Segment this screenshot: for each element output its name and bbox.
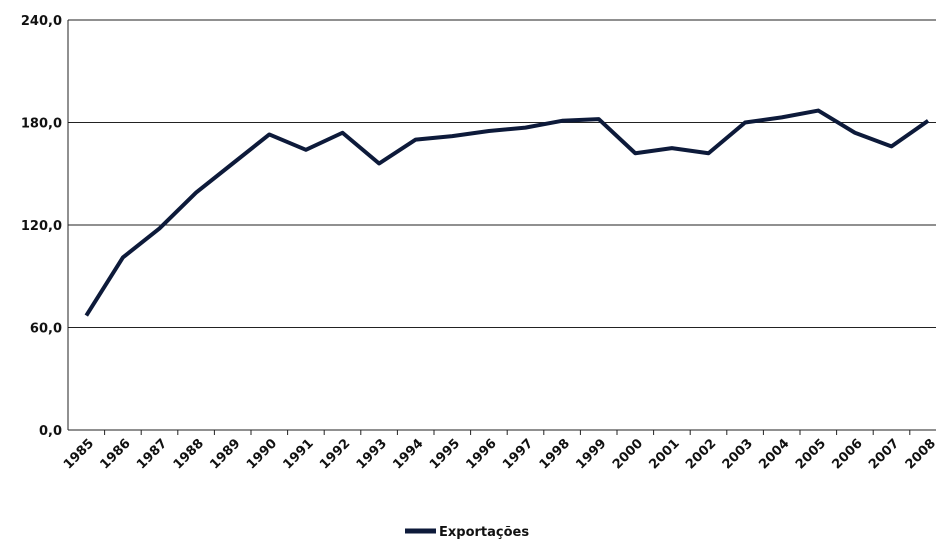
legend-label: Exportações <box>439 525 529 540</box>
x-tick-label: 1995 <box>427 436 463 472</box>
y-tick-label: 240,0 <box>21 14 62 29</box>
x-tick-label: 1992 <box>317 436 353 472</box>
x-tick-label: 1989 <box>207 436 243 472</box>
x-tick-label: 1990 <box>244 436 280 472</box>
x-tick-label: 1994 <box>390 436 426 472</box>
y-tick-label: 60,0 <box>30 322 62 337</box>
y-tick-label: 0,0 <box>39 424 62 439</box>
x-tick-label: 1986 <box>98 436 134 472</box>
x-tick-label: 2008 <box>903 436 936 472</box>
y-tick-label: 120,0 <box>21 219 62 234</box>
y-tick-label: 180,0 <box>21 117 62 132</box>
x-tick-label: 1991 <box>281 436 317 472</box>
x-tick-label: 2007 <box>866 436 902 472</box>
x-tick-label: 2005 <box>793 436 829 472</box>
x-tick-label: 1988 <box>171 436 207 472</box>
x-tick-label: 1999 <box>573 436 609 472</box>
x-tick-label: 2002 <box>683 436 719 472</box>
x-tick-label: 1998 <box>537 436 573 472</box>
x-tick-label: 2000 <box>610 436 646 472</box>
x-tick-label: 2006 <box>830 436 866 472</box>
x-tick-label: 1985 <box>61 436 97 472</box>
x-tick-label: 1987 <box>134 436 170 472</box>
x-tick-label: 1996 <box>464 436 500 472</box>
x-tick-label: 1997 <box>500 436 536 472</box>
x-tick-label: 2004 <box>756 436 792 472</box>
x-tick-label: 2001 <box>647 436 683 472</box>
x-tick-label: 2003 <box>720 436 756 472</box>
line <box>84 108 930 317</box>
x-tick-label: 1993 <box>354 436 390 472</box>
